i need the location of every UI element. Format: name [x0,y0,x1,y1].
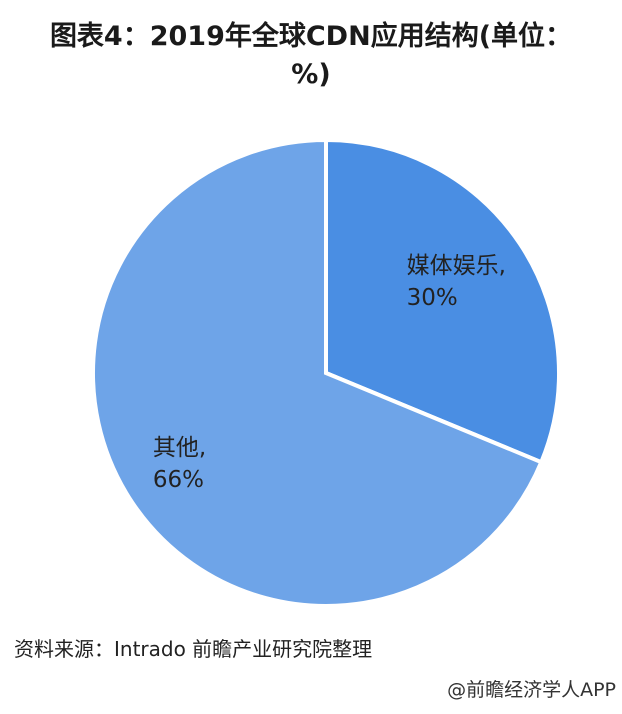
pie-slice [91,137,544,608]
pie-slice [324,137,561,465]
source-note: 资料来源：Intrado 前瞻产业研究院整理 [14,637,373,661]
chart-title: 图表4：2019年全球CDN应用结构(单位：%) [49,21,573,90]
slice-label: 其他, 66% [152,434,207,493]
slice-label: 媒体娱乐, 30% [406,253,506,312]
watermark: @前瞻经济学人APP [447,679,616,701]
